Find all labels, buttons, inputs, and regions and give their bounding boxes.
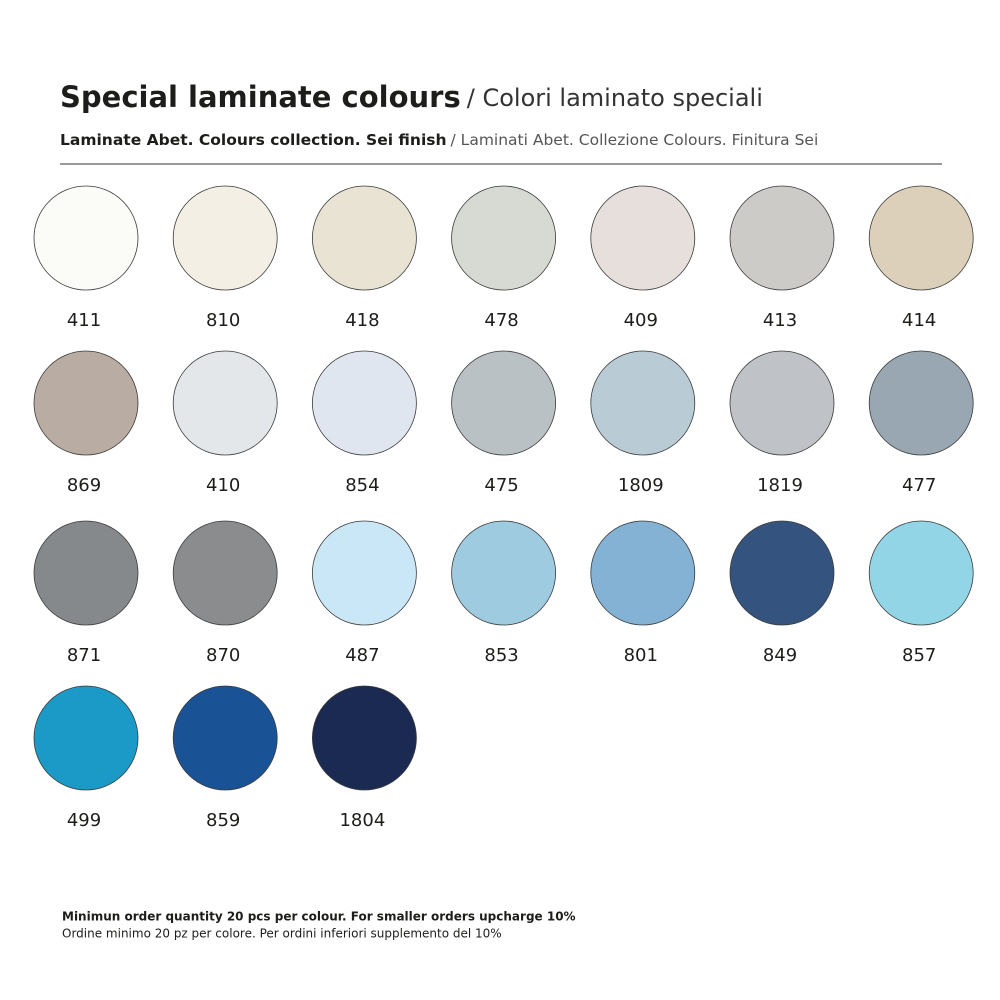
swatch-label: 411 <box>67 310 101 331</box>
swatch-label: 1804 <box>339 810 385 831</box>
swatch <box>729 350 835 456</box>
swatch-label: 413 <box>763 310 797 331</box>
swatch-label: 414 <box>902 310 936 331</box>
subtitle: Laminate Abet. Colours collection. Sei f… <box>60 131 818 149</box>
swatch <box>311 520 417 626</box>
swatch <box>590 350 696 456</box>
swatch <box>33 685 139 791</box>
title-main: Special laminate colours <box>60 80 461 114</box>
swatch <box>311 350 417 456</box>
swatch-label: 410 <box>206 475 240 496</box>
swatch <box>172 520 278 626</box>
swatch <box>868 350 974 456</box>
swatch <box>451 185 557 291</box>
swatch-label: 418 <box>345 310 379 331</box>
swatch-label: 409 <box>624 310 658 331</box>
footer-note-translation: Ordine minimo 20 pz per colore. Per ordi… <box>62 927 502 941</box>
swatch-label: 870 <box>206 645 240 666</box>
swatch <box>868 520 974 626</box>
swatch-label: 871 <box>67 645 101 666</box>
swatch <box>311 185 417 291</box>
footer-note: Minimun order quantity 20 pcs per colour… <box>62 910 576 924</box>
swatch-label: 1809 <box>618 475 664 496</box>
swatch <box>33 185 139 291</box>
swatch <box>451 520 557 626</box>
swatch <box>590 185 696 291</box>
swatch-label: 854 <box>345 475 379 496</box>
swatch-label: 487 <box>345 645 379 666</box>
swatch <box>33 350 139 456</box>
swatch-label: 477 <box>902 475 936 496</box>
swatch-label: 859 <box>206 810 240 831</box>
swatch-label: 1819 <box>757 475 803 496</box>
swatch <box>33 520 139 626</box>
swatch <box>451 350 557 456</box>
swatch-label: 801 <box>624 645 658 666</box>
swatch <box>172 350 278 456</box>
swatch <box>311 685 417 791</box>
swatch <box>172 685 278 791</box>
swatch-label: 810 <box>206 310 240 331</box>
title-translation: / Colori laminato speciali <box>467 84 763 112</box>
swatch <box>729 520 835 626</box>
swatch-label: 499 <box>67 810 101 831</box>
swatch <box>172 185 278 291</box>
swatch <box>868 185 974 291</box>
swatch-label: 853 <box>484 645 518 666</box>
swatch <box>729 185 835 291</box>
swatch-label: 849 <box>763 645 797 666</box>
swatch-label: 478 <box>484 310 518 331</box>
swatch-label: 475 <box>484 475 518 496</box>
swatch <box>590 520 696 626</box>
subtitle-translation: / Laminati Abet. Collezione Colours. Fin… <box>451 131 819 149</box>
swatch-label: 857 <box>902 645 936 666</box>
subtitle-main: Laminate Abet. Colours collection. Sei f… <box>60 131 447 149</box>
swatch-label: 869 <box>67 475 101 496</box>
title: Special laminate colours / Colori laminat… <box>60 80 763 114</box>
